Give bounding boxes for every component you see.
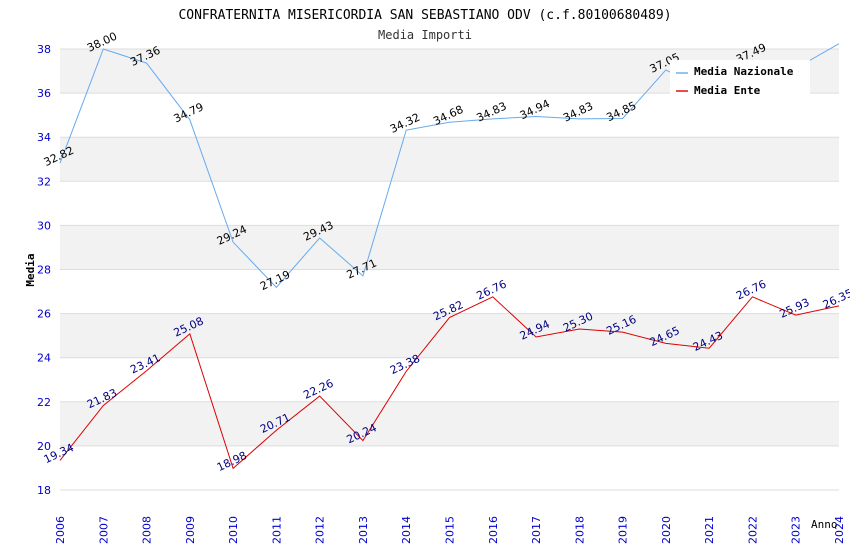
x-tick-label: 2010 [227, 516, 240, 544]
series-line-media-ente [59, 296, 840, 470]
y-tick-label: 38 [37, 43, 51, 56]
x-tick-label: 2019 [617, 516, 630, 544]
y-tick-label: 30 [37, 219, 51, 232]
x-tick-label: 2006 [54, 516, 67, 544]
x-tick-label: 2015 [444, 516, 457, 544]
x-tick-label: 2024 [833, 516, 846, 544]
y-tick-label: 28 [37, 264, 51, 277]
y-tick-label: 20 [37, 440, 51, 453]
x-tick-label: 2017 [530, 516, 543, 544]
grid-band [60, 93, 839, 138]
x-axis-ticks: 2006 2007 2008 2009 2010 2011 2012 2013 2014 2015… [54, 516, 846, 544]
legend-label-media-ente: Media Ente [694, 84, 761, 97]
x-tick-label: 2020 [660, 516, 673, 544]
x-tick-label: 2023 [790, 516, 803, 544]
x-tick-label: 2016 [487, 516, 500, 544]
y-tick-label: 34 [37, 131, 51, 144]
x-tick-label: 2011 [270, 516, 283, 544]
grid-band [60, 313, 839, 358]
grid-band [60, 357, 839, 402]
x-tick-label: 2018 [573, 516, 586, 544]
x-tick-label: 2008 [141, 516, 154, 544]
grid-lines [60, 48, 839, 491]
y-tick-label: 36 [37, 87, 51, 100]
x-tick-label: 2009 [184, 516, 197, 544]
grid-band [60, 137, 839, 182]
grid-band [60, 445, 839, 490]
x-tick-label: 2022 [746, 516, 759, 544]
y-tick-label: 24 [37, 352, 51, 365]
x-tick-label: 2012 [314, 516, 327, 544]
y-axis-label: Media [24, 253, 37, 286]
grid-band [60, 269, 839, 314]
x-tick-label: 2021 [703, 516, 716, 544]
grid-bands [60, 49, 839, 490]
legend-box [670, 60, 810, 96]
y-tick-label: 22 [37, 396, 51, 409]
y-tick-label: 26 [37, 308, 51, 321]
x-axis-label: Anno [811, 518, 838, 531]
x-tick-label: 2014 [400, 516, 413, 544]
legend-label-media-nazionale: Media Nazionale [694, 65, 794, 78]
grid-band [60, 181, 839, 226]
grid-band [60, 401, 839, 446]
x-tick-label: 2013 [357, 516, 370, 544]
y-tick-label: 32 [37, 175, 51, 188]
grid-band [60, 225, 839, 270]
x-tick-label: 2007 [97, 516, 110, 544]
legend: Media Nazionale Media Ente [670, 60, 810, 97]
y-axis-ticks: 18 20 22 24 26 28 30 32 34 36 38 [37, 43, 51, 497]
chart-title: CONFRATERNITA MISERICORDIA SAN SEBASTIAN… [178, 8, 671, 23]
chart-subtitle: Media Importi [378, 28, 472, 42]
y-tick-label: 18 [37, 484, 51, 497]
